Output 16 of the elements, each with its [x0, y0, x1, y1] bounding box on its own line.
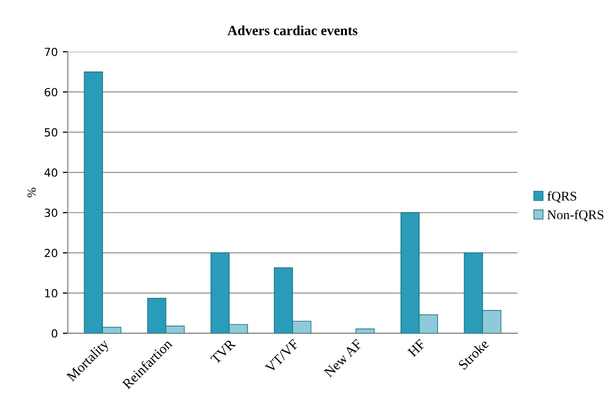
y-tick-label: 30: [44, 208, 58, 217]
bar: [356, 328, 375, 334]
x-tick-label: HF: [407, 338, 426, 358]
x-tick-label: New AF: [324, 338, 362, 378]
y-tick-label: 50: [44, 128, 58, 137]
y-tick-label: 40: [44, 168, 58, 177]
y-tick-label: 10: [45, 289, 58, 298]
y-axis-title: %: [27, 188, 36, 198]
legend-label: Non-fQRS: [547, 210, 604, 222]
y-tick-label: 70: [44, 48, 58, 56]
y-tick-label: 60: [44, 88, 58, 96]
y-tick-label: 20: [44, 248, 58, 258]
chart-title: Advers cardiac events: [228, 25, 358, 36]
y-tick-label: 0: [52, 329, 58, 338]
legend-label: fQRS: [547, 191, 576, 203]
x-tick-label: TVR: [210, 338, 236, 365]
